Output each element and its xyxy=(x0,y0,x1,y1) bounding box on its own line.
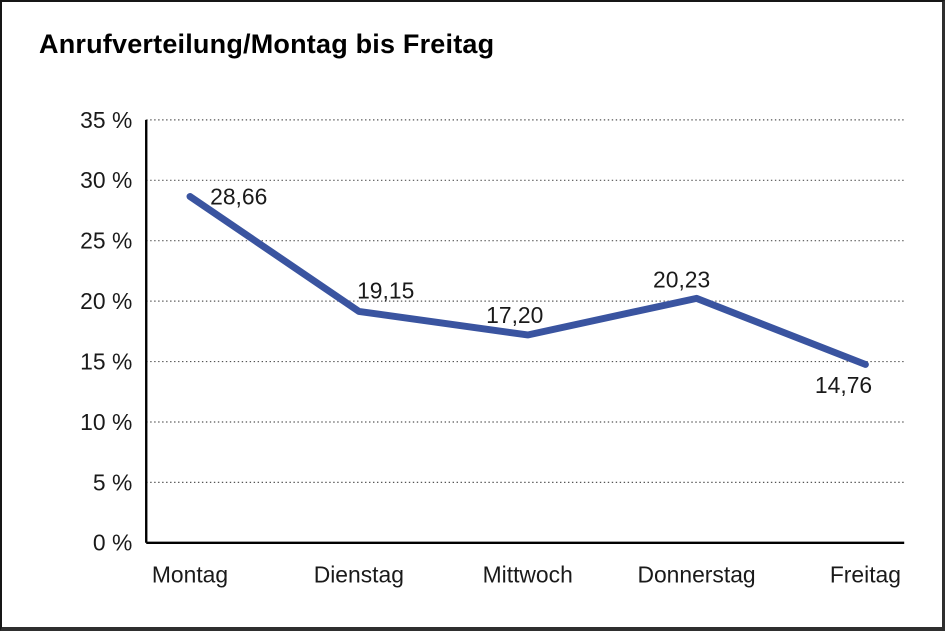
y-tick-label: 20 % xyxy=(80,288,132,314)
x-tick-label: Mittwoch xyxy=(483,561,573,587)
y-tick-label: 30 % xyxy=(80,167,132,193)
x-tick-label: Donnerstag xyxy=(637,561,755,587)
y-tick-label: 15 % xyxy=(80,349,132,375)
data-point-label: 19,15 xyxy=(357,278,414,304)
x-tick-label: Montag xyxy=(152,561,228,587)
y-tick-label: 10 % xyxy=(80,409,132,435)
chart-title: Anrufverteilung/Montag bis Freitag xyxy=(39,29,495,59)
y-tick-label: 35 % xyxy=(80,107,132,133)
y-tick-label: 5 % xyxy=(93,469,132,495)
data-point-label: 17,20 xyxy=(486,302,543,328)
x-tick-label: Dienstag xyxy=(314,561,404,587)
y-tick-label: 0 % xyxy=(93,530,132,556)
data-series-line xyxy=(186,193,869,368)
y-tick-label: 25 % xyxy=(80,228,132,254)
data-point-label: 20,23 xyxy=(653,266,710,292)
x-tick-label: Freitag xyxy=(830,561,901,587)
data-point-label: 28,66 xyxy=(210,183,267,209)
data-point-label: 14,76 xyxy=(815,372,872,398)
